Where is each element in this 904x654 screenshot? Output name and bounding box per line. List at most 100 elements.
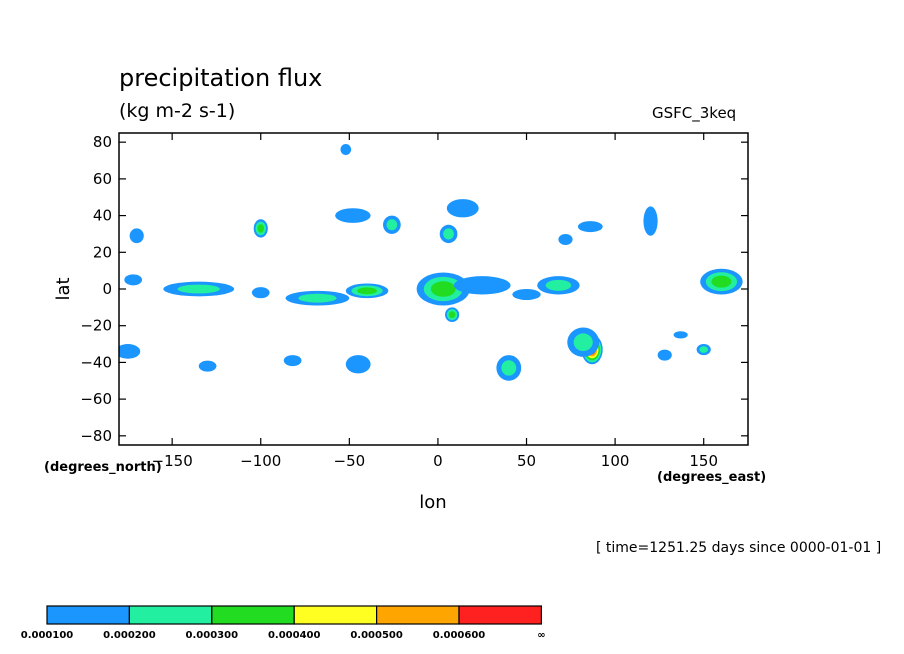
precip-cell: [119, 344, 141, 359]
contour-level-1: [446, 199, 479, 218]
y-axis-title: lat: [53, 277, 74, 300]
x-tick-label: −50: [334, 452, 366, 470]
contour-level-1: [129, 228, 144, 244]
legend-label: 0.000500: [350, 630, 403, 641]
contour-level-2: [501, 360, 517, 376]
contour-level-2: [177, 284, 220, 294]
precip-cell: [345, 283, 389, 299]
precip-cell: [253, 219, 268, 238]
legend-swatch: [128, 605, 213, 625]
chart-units: (kg m-2 s-1): [119, 100, 236, 122]
contour-level-2: [699, 346, 708, 353]
contour-level-1: [453, 276, 511, 295]
legend-label: 0.000100: [21, 630, 74, 641]
legend-label: 0.000400: [268, 630, 321, 641]
x-tick-label: −100: [240, 452, 281, 470]
contour-level-1: [577, 221, 603, 233]
contour-level-1: [251, 287, 270, 299]
contour-level-1: [335, 208, 371, 223]
contour-level-2: [298, 293, 337, 303]
precip-cell: [383, 215, 401, 234]
legend-swatch: [293, 605, 378, 625]
axis-ticks: −150 −100 −50 0 50 100 150 80 60 40 20 0 −20 −40 −60 −8…: [80, 133, 748, 470]
precip-cell: [416, 272, 470, 306]
contour-level-3: [448, 311, 456, 319]
y-tick-label: 80: [93, 133, 112, 151]
contour-level-1: [657, 349, 672, 361]
contour-level-3: [257, 224, 265, 233]
contour-level-1: [124, 274, 143, 286]
precip-cell: [558, 233, 573, 245]
x-tick-label: 0: [433, 452, 443, 470]
y-tick-label: −80: [80, 427, 112, 445]
precip-cell: [163, 281, 235, 297]
precip-cell: [577, 221, 603, 233]
precip-cell: [537, 276, 580, 295]
legend-swatch: [211, 605, 295, 625]
x-tick-label: 100: [601, 452, 630, 470]
contour-level-2: [386, 219, 398, 231]
y-tick-label: −40: [80, 353, 112, 371]
contour-level-3: [357, 287, 377, 295]
precip-cell: [657, 349, 672, 361]
legend-swatch: [376, 605, 460, 625]
contour-level-2: [573, 333, 593, 352]
precip-cell: [643, 206, 658, 236]
y-tick-label: 40: [93, 207, 112, 225]
precip-cell: [251, 287, 270, 299]
precip-cell: [446, 199, 479, 218]
contour-level-2: [443, 228, 454, 240]
time-note: [ time=1251.25 days since 0000-01-01 ]: [596, 540, 882, 556]
contour-level-2: [545, 279, 572, 291]
x-axis-title: lon: [419, 492, 446, 513]
legend-swatch: [458, 605, 543, 625]
y-tick-label: 20: [93, 243, 112, 261]
precip-cell: [335, 208, 371, 223]
contour-level-1: [643, 206, 658, 236]
contour-level-1: [512, 289, 541, 301]
contour-level-1: [345, 355, 371, 374]
precip-cell: [496, 355, 522, 381]
y-tick-label: −60: [80, 390, 112, 408]
precip-cell: [453, 276, 511, 295]
contour-level-1: [340, 144, 352, 156]
precip-cell: [124, 274, 143, 286]
legend-swatch: [46, 605, 131, 625]
precip-cell: [700, 268, 743, 295]
y-tick-label: −20: [80, 317, 112, 335]
x-tick-label: 150: [689, 452, 718, 470]
contour-cells: [119, 144, 743, 381]
contour-level-1: [198, 360, 217, 372]
x-tick-label: −150: [152, 452, 193, 470]
precip-cell: [345, 355, 371, 374]
chart-title: precipitation flux: [119, 64, 323, 92]
precip-cell: [673, 331, 688, 339]
precip-cell: [439, 224, 458, 244]
legend-label: 0.000600: [433, 630, 486, 641]
lon-units-label: (degrees_east): [657, 470, 767, 485]
legend-label: ∞: [537, 630, 545, 641]
precip-cell: [285, 290, 350, 306]
precip-cell: [696, 344, 711, 356]
precip-cell: [445, 307, 460, 323]
y-tick-label: 0: [102, 280, 112, 298]
precip-cell: [283, 355, 302, 367]
contour-level-3: [711, 275, 732, 288]
precip-cell: [198, 360, 217, 372]
lat-units-label: (degrees_north): [44, 460, 162, 475]
contour-level-1: [283, 355, 302, 367]
precip-cell: [567, 327, 600, 357]
x-tick-label: 50: [517, 452, 536, 470]
legend-label: 0.000200: [103, 630, 156, 641]
contour-level-3: [430, 281, 456, 297]
contour-level-1: [558, 233, 573, 245]
contour-level-1: [673, 331, 688, 339]
contour-level-1: [119, 344, 141, 359]
color-legend: 0.000100 0.000200 0.000300 0.000400 0.000500…: [21, 605, 546, 641]
legend-label: 0.000300: [186, 630, 239, 641]
precip-cell: [129, 228, 144, 244]
precip-cell: [512, 289, 541, 301]
model-label: GSFC_3keq: [652, 104, 737, 122]
precip-cell: [340, 144, 352, 156]
